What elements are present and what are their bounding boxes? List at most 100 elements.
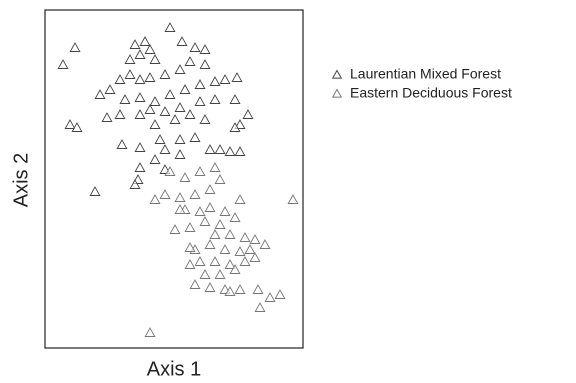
point	[224, 259, 236, 269]
point	[239, 232, 251, 242]
point	[254, 302, 266, 312]
point	[204, 144, 216, 154]
point	[129, 179, 141, 189]
point	[209, 256, 221, 266]
point	[234, 119, 246, 129]
point	[219, 244, 231, 254]
point	[159, 144, 171, 154]
point	[204, 184, 216, 194]
point	[184, 222, 196, 232]
point	[214, 269, 226, 279]
point	[214, 144, 226, 154]
point	[194, 96, 206, 106]
point	[204, 202, 216, 212]
point	[124, 69, 136, 79]
point	[194, 206, 206, 216]
point	[134, 142, 146, 152]
point	[174, 134, 186, 144]
point	[139, 36, 151, 46]
point	[274, 289, 286, 299]
point	[176, 36, 188, 46]
point	[249, 234, 261, 244]
y-axis-label: Axis 2	[10, 153, 32, 207]
point	[234, 146, 246, 156]
point	[209, 76, 221, 86]
point	[219, 74, 231, 84]
point	[234, 194, 246, 204]
point	[164, 166, 176, 176]
point	[184, 259, 196, 269]
point	[199, 59, 211, 69]
point	[104, 84, 116, 94]
legend-text: Eastern Deciduous Forest	[350, 85, 512, 101]
point	[134, 92, 146, 102]
point	[184, 242, 196, 252]
point	[174, 64, 186, 74]
point	[199, 269, 211, 279]
point	[164, 89, 176, 99]
point	[149, 54, 161, 64]
point	[124, 54, 136, 64]
point	[189, 42, 201, 52]
point	[199, 114, 211, 124]
point	[174, 149, 186, 159]
point	[169, 224, 181, 234]
point	[234, 284, 246, 294]
point	[229, 264, 241, 274]
point	[194, 166, 206, 176]
point	[214, 219, 226, 229]
point	[189, 189, 201, 199]
point	[287, 194, 299, 204]
point	[164, 22, 176, 32]
point	[224, 286, 236, 296]
point	[71, 122, 83, 132]
point	[114, 74, 126, 84]
legend-marker	[331, 88, 343, 98]
point	[114, 109, 126, 119]
point	[144, 72, 156, 82]
point	[149, 154, 161, 164]
point	[159, 189, 171, 199]
point	[154, 134, 166, 144]
point	[239, 256, 251, 266]
point	[134, 162, 146, 172]
point	[179, 172, 191, 182]
point	[199, 44, 211, 54]
point	[204, 282, 216, 292]
point	[159, 69, 171, 79]
point	[134, 49, 146, 59]
point	[209, 229, 221, 239]
point	[242, 109, 254, 119]
point	[149, 119, 161, 129]
point	[229, 212, 241, 222]
point	[229, 94, 241, 104]
point	[174, 192, 186, 202]
point	[184, 109, 196, 119]
point	[231, 72, 243, 82]
point	[264, 292, 276, 302]
point	[199, 216, 211, 226]
point	[179, 84, 191, 94]
point	[209, 94, 221, 104]
point	[224, 229, 236, 239]
point	[209, 162, 221, 172]
legend-text: Laurentian Mixed Forest	[350, 66, 501, 82]
point	[57, 59, 69, 69]
point	[249, 252, 261, 262]
point	[149, 96, 161, 106]
point	[134, 74, 146, 84]
point	[244, 244, 256, 254]
point	[159, 106, 171, 116]
point	[174, 102, 186, 112]
point	[134, 109, 146, 119]
point	[234, 246, 246, 256]
point	[189, 279, 201, 289]
point	[144, 104, 156, 114]
point	[184, 56, 196, 66]
point	[252, 284, 264, 294]
point	[194, 79, 206, 89]
point	[94, 89, 106, 99]
point	[144, 327, 156, 337]
point	[219, 206, 231, 216]
